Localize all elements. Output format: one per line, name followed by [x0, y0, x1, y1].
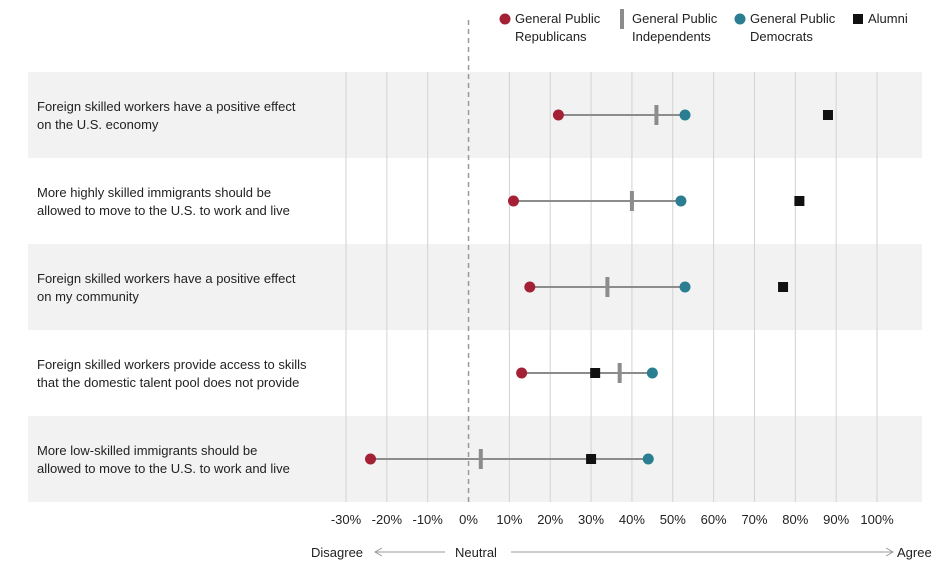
alumni-square: [586, 454, 597, 464]
x-tick-label: 90%: [823, 512, 849, 527]
x-tick-label: -10%: [413, 512, 444, 527]
legend-label-line: Alumni: [868, 11, 908, 26]
legend-rep-marker: [499, 13, 511, 25]
row-label: Foreign skilled workers have a positive …: [37, 99, 296, 132]
alumni-square: [822, 110, 833, 120]
agree-label: Agree: [897, 545, 932, 560]
x-axis-ticks: -30% -20% -10% 0% 10% 20% 30% 40% 50% 60% 70% 80% 90…: [331, 512, 894, 527]
x-tick-label: -20%: [372, 512, 403, 527]
x-tick-label: 60%: [701, 512, 727, 527]
republicans-dot: [552, 109, 564, 121]
democrats-dot: [646, 367, 658, 379]
row-label: Foreign skilled workers have a positive …: [37, 271, 296, 304]
row-label-line: Foreign skilled workers provide access t…: [37, 357, 307, 372]
disagree-arrowhead: [373, 547, 383, 557]
x-tick-label: 10%: [496, 512, 522, 527]
democrats-dot: [679, 281, 691, 293]
x-tick-label: 100%: [860, 512, 894, 527]
independents-marker: [629, 191, 634, 211]
legend-label-line: General Public: [632, 11, 718, 26]
row-band: [28, 72, 922, 158]
row-labels: Foreign skilled workers have a positive …: [37, 99, 307, 476]
republicans-dot: [365, 453, 377, 465]
legend-dem-marker: [734, 13, 746, 25]
x-tick-label: 0%: [459, 512, 478, 527]
independents-marker: [478, 449, 483, 469]
alumni-square: [590, 368, 601, 378]
row-band: [28, 244, 922, 330]
legend-rep-label: General Public Republicans: [515, 11, 601, 44]
row-label-line: More low-skilled immigrants should be: [37, 443, 257, 458]
legend-alumni-marker: [853, 14, 863, 24]
independents-marker: [654, 105, 659, 125]
democrats-dot: [642, 453, 654, 465]
democrats-dot: [679, 109, 691, 121]
legend-label-line: General Public: [750, 11, 836, 26]
alumni-square: [778, 282, 789, 292]
legend-ind-marker: [620, 9, 624, 29]
data-marks: [365, 105, 833, 469]
legend-label-line: Independents: [632, 29, 711, 44]
x-tick-label: 20%: [537, 512, 563, 527]
republicans-dot: [524, 281, 536, 293]
x-tick-label: -30%: [331, 512, 362, 527]
row-label: More highly skilled immigrants should be…: [37, 185, 290, 218]
agree-arrowhead: [885, 547, 895, 557]
neutral-label: Neutral: [455, 545, 497, 560]
row-label-line: on my community: [37, 289, 139, 304]
row-bands: [28, 72, 922, 502]
x-tick-label: 70%: [741, 512, 767, 527]
row-label-line: More highly skilled immigrants should be: [37, 185, 271, 200]
legend: General Public Republicans General Public I…: [499, 9, 908, 44]
democrats-dot: [675, 195, 687, 207]
independents-marker: [617, 363, 622, 383]
x-tick-label: 30%: [578, 512, 604, 527]
independents-marker: [605, 277, 610, 297]
legend-ind-label: General Public Independents: [632, 11, 718, 44]
legend-alumni-label: Alumni: [868, 11, 908, 26]
alumni-square: [794, 196, 805, 206]
row-label-line: allowed to move to the U.S. to work and …: [37, 203, 290, 218]
row-label-line: that the domestic talent pool does not p…: [37, 375, 299, 390]
row-label: Foreign skilled workers provide access t…: [37, 357, 307, 390]
row-label-line: Foreign skilled workers have a positive …: [37, 271, 296, 286]
x-tick-label: 80%: [782, 512, 808, 527]
republicans-dot: [507, 195, 519, 207]
legend-label-line: Republicans: [515, 29, 587, 44]
legend-label-line: Democrats: [750, 29, 813, 44]
row-label: More low-skilled immigrants should be all…: [37, 443, 290, 476]
disagree-label: Disagree: [311, 545, 363, 560]
agreement-axis: Disagree Neutral Agree: [311, 545, 932, 560]
x-tick-label: 50%: [660, 512, 686, 527]
legend-dem-label: General Public Democrats: [750, 11, 836, 44]
republicans-dot: [516, 367, 528, 379]
row-label-line: allowed to move to the U.S. to work and …: [37, 461, 290, 476]
row-label-line: on the U.S. economy: [37, 117, 159, 132]
row-label-line: Foreign skilled workers have a positive …: [37, 99, 296, 114]
x-tick-label: 40%: [619, 512, 645, 527]
legend-label-line: General Public: [515, 11, 601, 26]
